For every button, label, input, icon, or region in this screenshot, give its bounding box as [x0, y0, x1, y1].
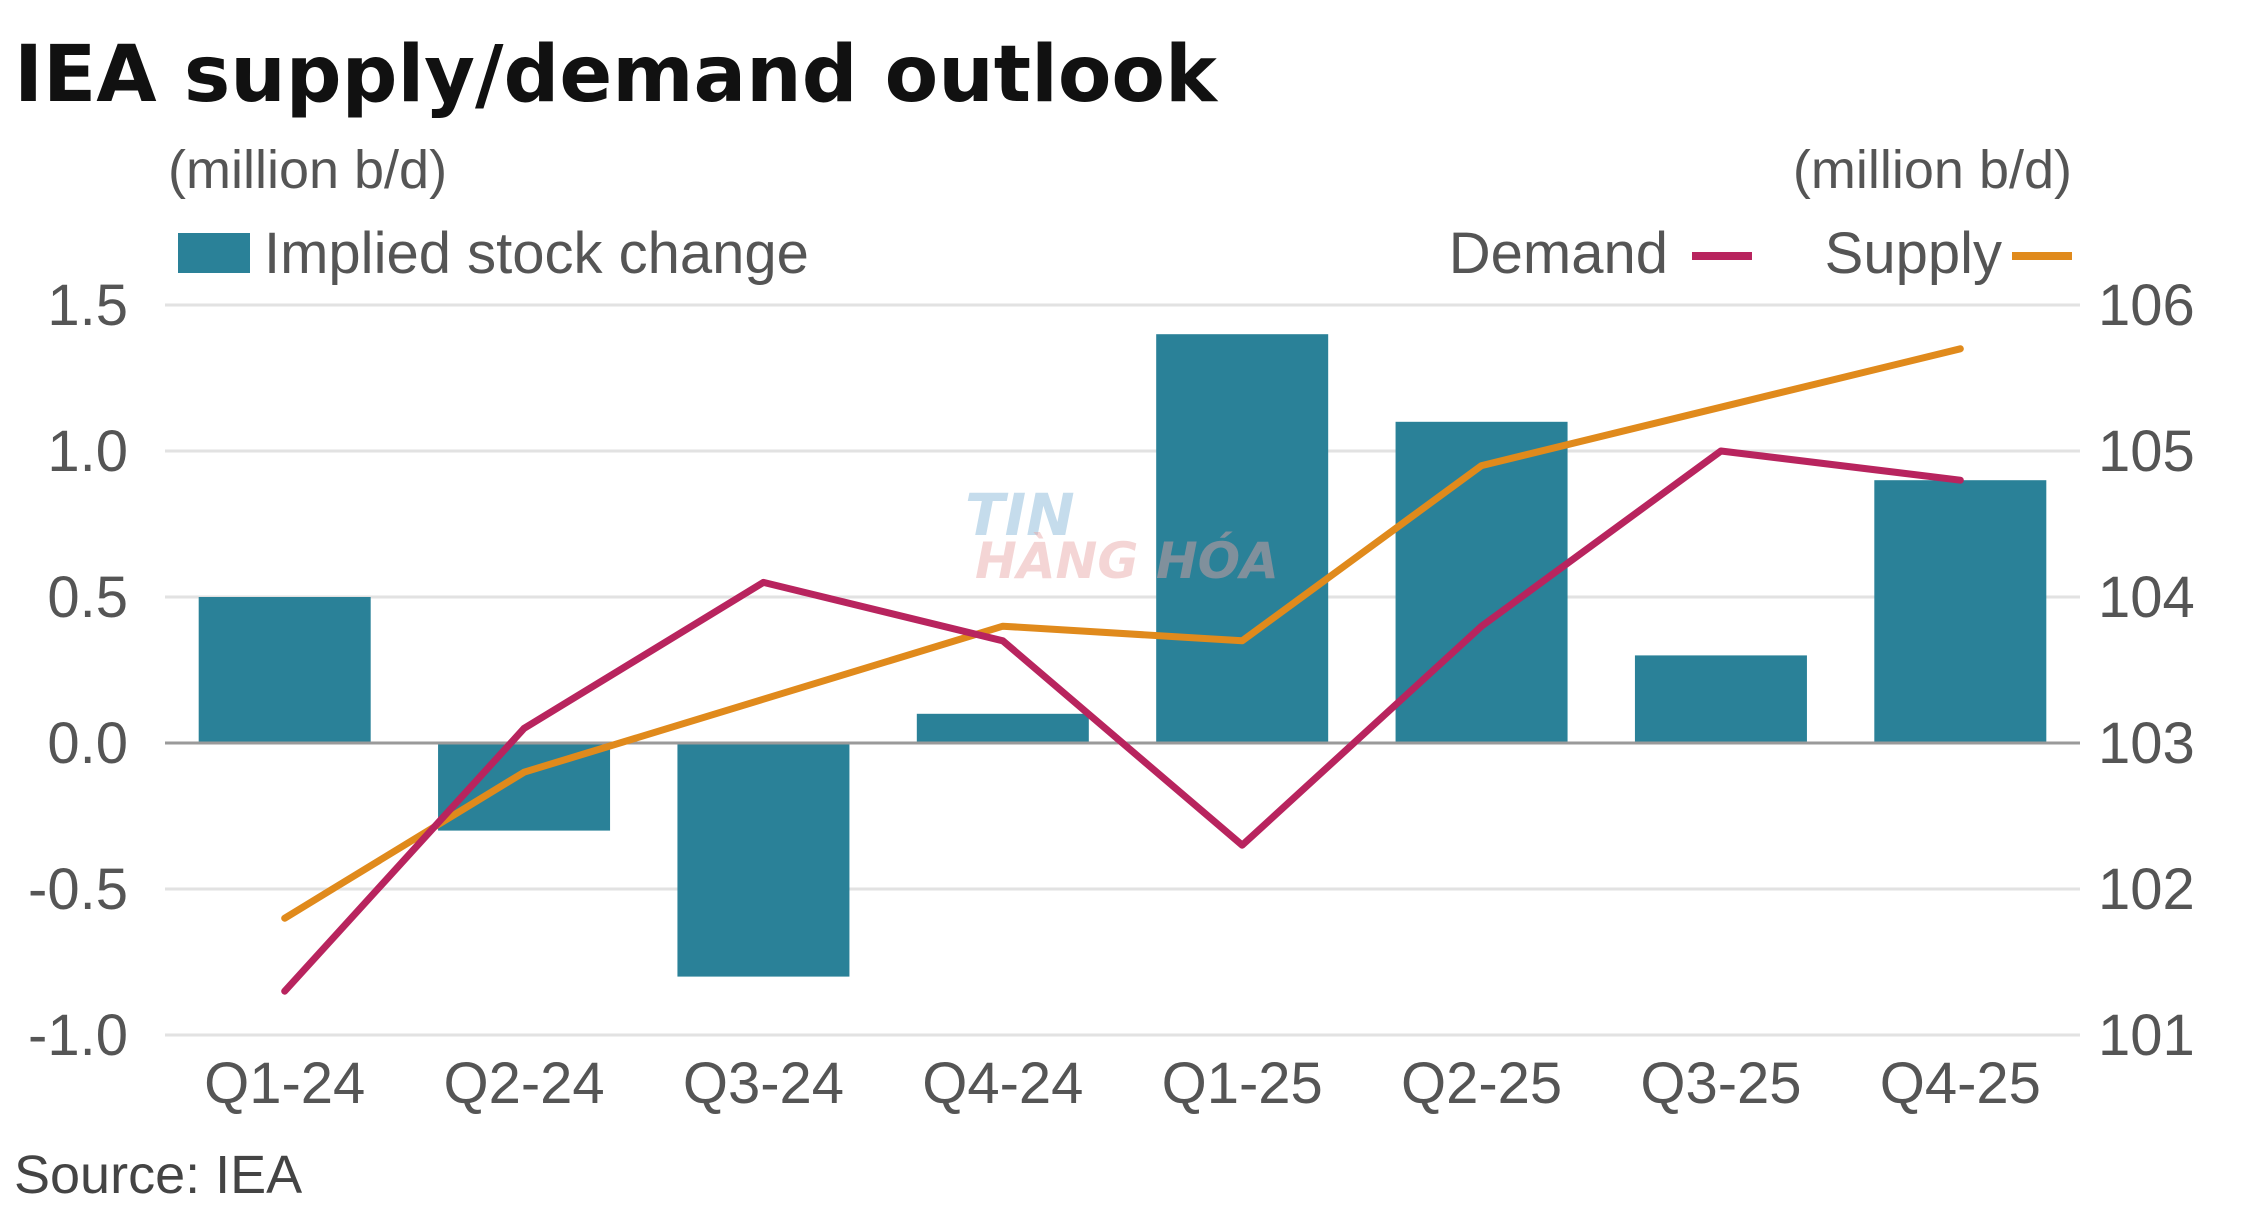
bar-Q1-25 [1156, 334, 1329, 743]
x-tick-label: Q3-24 [683, 1051, 844, 1116]
x-tick-label: Q1-25 [1162, 1051, 1323, 1116]
right-tick-label: 102 [2098, 857, 2195, 922]
bar-series [198, 334, 2047, 977]
bar-Q3-24 [677, 743, 850, 977]
legend-bar-label: Implied stock change [264, 221, 809, 286]
watermark-line-2: HÀNG HÓA [975, 531, 1279, 590]
legend-demand-label: Demand [1449, 221, 1668, 286]
bar-Q3-25 [1634, 655, 1807, 743]
x-tick-label: Q3-25 [1640, 1051, 1801, 1116]
legend-supply-label: Supply [1825, 221, 2002, 286]
right-tick-label: 105 [2098, 419, 2195, 484]
source-note: Source: IEA [14, 1145, 302, 1205]
watermark-line-1: TIN [965, 481, 1075, 549]
left-tick-label: 1.0 [47, 419, 128, 484]
left-axis-unit-label: (million b/d) [168, 140, 447, 200]
watermark-logo: TIN HÀNG HÓA [965, 481, 1279, 590]
bar-Q4-25 [1874, 480, 2047, 743]
left-tick-label: 0.5 [47, 565, 128, 630]
right-tick-label: 103 [2098, 711, 2195, 776]
x-axis: Q1-24 Q2-24 Q3-24 Q4-24 Q1-25 Q2-25 Q3-25 Q4-25 [204, 1051, 2041, 1116]
bar-Q1-24 [198, 597, 371, 743]
x-tick-label: Q4-25 [1880, 1051, 2041, 1116]
left-tick-label: 1.5 [47, 273, 128, 338]
right-tick-label: 104 [2098, 565, 2195, 630]
left-tick-label: 0.0 [47, 711, 128, 776]
left-tick-label: -1.0 [28, 1003, 128, 1068]
right-tick-label: 106 [2098, 273, 2195, 338]
right-axis: 101 102 103 104 105 106 [2098, 273, 2195, 1068]
left-tick-label: -0.5 [28, 857, 128, 922]
right-axis-unit-label: (million b/d) [1793, 140, 2072, 200]
right-tick-label: 101 [2098, 1003, 2195, 1068]
chart-title: IEA supply/demand outlook [14, 30, 1219, 120]
left-axis: -1.0 -0.5 0.0 0.5 1.0 1.5 [28, 273, 128, 1068]
bar-Q4-24 [916, 713, 1089, 743]
x-tick-label: Q1-24 [204, 1051, 365, 1116]
x-tick-label: Q2-25 [1401, 1051, 1562, 1116]
demand-line [281, 447, 1964, 995]
line-series [281, 345, 1964, 995]
x-tick-label: Q2-24 [443, 1051, 604, 1116]
supply-line [281, 345, 1964, 922]
x-tick-label: Q4-24 [922, 1051, 1083, 1116]
legend-bar-swatch [178, 233, 250, 273]
